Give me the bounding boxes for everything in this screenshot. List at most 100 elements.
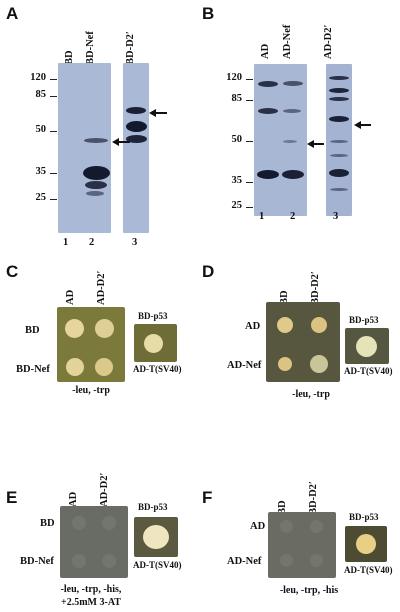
band [86, 191, 104, 196]
lane-label-ad: AD [260, 43, 271, 59]
control-plate-e [134, 517, 178, 557]
band [126, 107, 146, 114]
band [283, 109, 301, 113]
band [329, 88, 349, 93]
band [330, 188, 348, 191]
mw-marker-25: 25 [35, 192, 47, 203]
medium-condition-c: -leu, -trp [72, 385, 110, 396]
band [85, 181, 107, 189]
colony [278, 357, 292, 371]
col-label-ad-d2: AD-D2′ [96, 270, 107, 305]
yeast-plate-c [57, 307, 125, 382]
blot-b-lane-3 [326, 64, 352, 216]
control-label-ad-tsv40: AD-T(SV40) [344, 565, 393, 575]
row-label-bd-nef: BD-Nef [16, 364, 50, 375]
row-label-ad: AD [250, 521, 266, 532]
row-label-bd: BD [40, 518, 55, 529]
row-label-ad-nef: AD-Nef [227, 360, 262, 371]
control-plate-d [345, 328, 389, 364]
row-label-ad-nef: AD-Nef [227, 556, 262, 567]
colony [356, 336, 377, 357]
band [84, 138, 108, 143]
colony [310, 554, 323, 567]
col-label-bd-d2: BD-D2′ [308, 481, 319, 515]
control-label-bd-p53: BD-p53 [138, 311, 168, 321]
colony [280, 520, 293, 533]
mw-tick [50, 79, 57, 80]
control-label-ad-tsv40: AD-T(SV40) [133, 560, 182, 570]
colony [102, 554, 116, 568]
control-label-bd-p53: BD-p53 [349, 315, 379, 325]
colony [65, 319, 84, 338]
lane-number-2: 2 [89, 237, 95, 248]
band [329, 97, 349, 101]
mw-marker-120: 120 [30, 72, 46, 83]
col-label-ad: AD [65, 289, 76, 305]
col-label-ad-d2: AD-D2′ [99, 472, 110, 507]
colony [72, 516, 86, 530]
lane-label-bd-d2: BD-D2′ [125, 31, 136, 65]
lane-number-1: 1 [63, 237, 69, 248]
lane-number-3: 3 [333, 211, 339, 222]
mw-marker-50: 50 [231, 134, 243, 145]
col-label-ad: AD [68, 491, 79, 507]
band [329, 76, 349, 80]
panel-label-a: A [6, 4, 19, 23]
band [282, 170, 304, 179]
row-label-ad: AD [245, 321, 261, 332]
colony [72, 554, 86, 568]
mw-tick [246, 141, 253, 142]
col-label-bd-d2: BD-D2′ [310, 271, 321, 305]
mw-marker-85: 85 [35, 89, 47, 100]
panel-label-b: B [202, 4, 215, 23]
yeast-plate-d [266, 302, 340, 382]
medium-condition-f: -leu, -trp, -his [279, 585, 339, 596]
yeast-plate-f [268, 512, 336, 578]
colony [310, 520, 323, 533]
mw-tick [50, 173, 57, 174]
panel-label-f: F [202, 488, 213, 507]
mw-tick [50, 131, 57, 132]
band [258, 81, 278, 87]
colony [311, 317, 327, 333]
medium-condition-e-line1: -leu, -trp, -his, [60, 584, 122, 595]
mw-tick [246, 100, 253, 101]
row-label-bd: BD [25, 325, 40, 336]
blot-b-lanes-1-2 [254, 64, 307, 216]
lane-number-2: 2 [290, 211, 296, 222]
band [83, 166, 110, 180]
colony [277, 317, 293, 333]
lane-label-ad-nef: AD-Nef [282, 24, 293, 59]
control-label-bd-p53: BD-p53 [138, 502, 168, 512]
panel-label-c: C [6, 262, 19, 281]
colony [280, 554, 293, 567]
mw-tick [246, 207, 253, 208]
arrow-icon [354, 121, 371, 128]
mw-marker-120: 120 [226, 72, 242, 83]
lane-number-3: 3 [132, 237, 138, 248]
mw-marker-50: 50 [35, 124, 47, 135]
mw-tick [50, 96, 57, 97]
band [258, 108, 278, 114]
lane-number-1: 1 [259, 211, 265, 222]
mw-tick [246, 79, 253, 80]
row-label-bd-nef: BD-Nef [20, 556, 54, 567]
lane-label-ad-d2: AD-D2′ [323, 24, 334, 59]
band [283, 81, 303, 86]
colony [143, 525, 169, 549]
mw-marker-25: 25 [231, 200, 243, 211]
mw-marker-35: 35 [231, 175, 243, 186]
mw-tick [246, 182, 253, 183]
band [283, 140, 297, 143]
band [330, 154, 348, 157]
colony [310, 355, 328, 373]
band [330, 140, 348, 143]
control-plate-c [134, 324, 177, 362]
band [329, 116, 349, 122]
lane-label-bd-nef: BD-Nef [85, 31, 96, 65]
control-label-bd-p53: BD-p53 [349, 512, 379, 522]
arrow-icon [112, 138, 130, 145]
blot-a-lane-3 [123, 63, 149, 233]
band [126, 135, 147, 143]
medium-condition-d: -leu, -trp [292, 389, 330, 400]
